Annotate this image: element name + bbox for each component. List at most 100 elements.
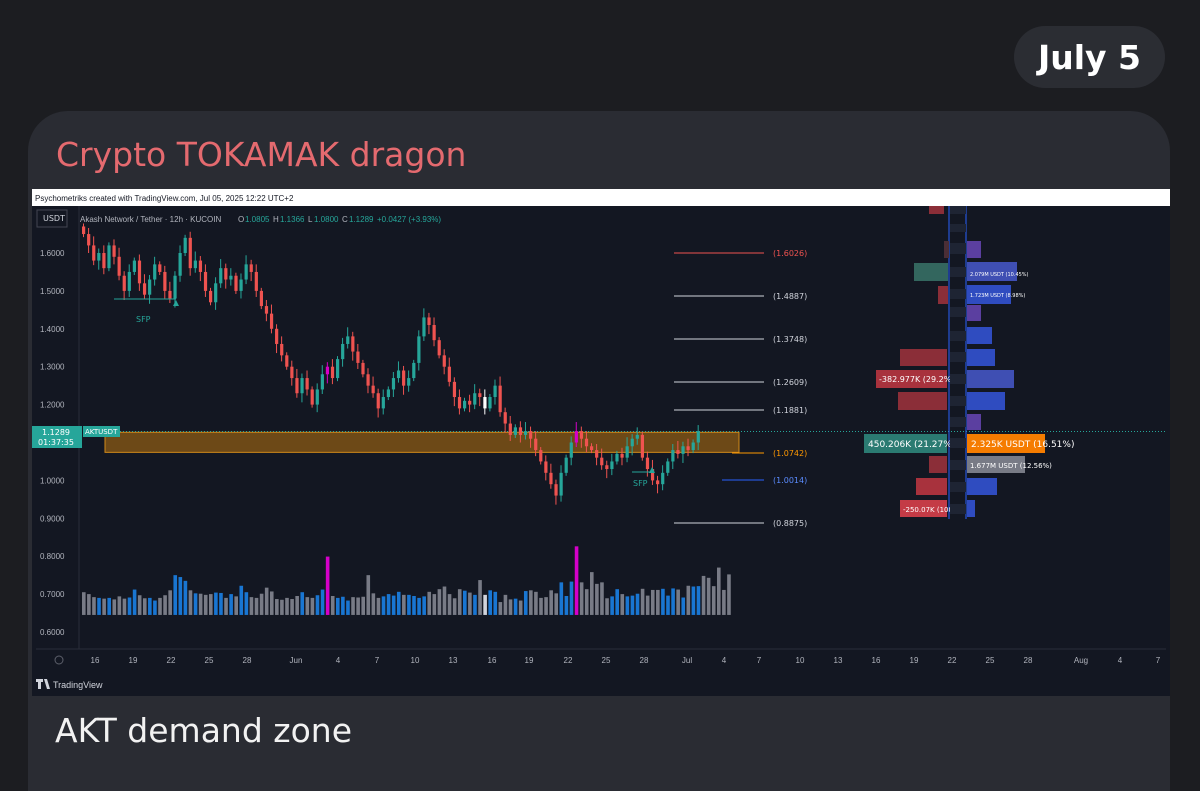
sfp-label: SFP <box>136 315 151 324</box>
volume-bar <box>569 581 574 615</box>
candle <box>234 275 238 291</box>
volume-bar <box>544 597 548 615</box>
candle <box>620 453 624 458</box>
candle <box>102 253 106 269</box>
orderbook-ask-label: 2.079M USDT (10.45%) <box>970 272 1029 278</box>
volume-bar <box>645 595 650 615</box>
volume-bar <box>706 577 711 615</box>
volume-bar <box>600 582 604 615</box>
candle <box>590 446 594 451</box>
candle <box>87 234 91 246</box>
candle <box>600 457 604 466</box>
candle <box>656 480 660 485</box>
volume-bar <box>523 591 528 615</box>
candle <box>239 279 243 291</box>
candle <box>219 268 223 284</box>
volume-bar <box>193 593 198 615</box>
volume-bar <box>671 588 675 615</box>
time-tick-label: 25 <box>205 656 214 665</box>
volume-bar <box>330 595 335 615</box>
volume-bar <box>442 586 447 615</box>
time-tick-label: Jul <box>682 656 692 665</box>
volume-bar <box>473 594 477 615</box>
ohlc-c-label: C <box>342 215 348 224</box>
candle <box>432 325 436 341</box>
volume-bar <box>102 598 106 615</box>
candle <box>640 434 644 458</box>
time-tick-label: 16 <box>488 656 497 665</box>
candle <box>650 469 655 481</box>
time-tick-label: 10 <box>796 656 805 665</box>
candle <box>696 431 700 443</box>
volume-bar <box>503 594 508 615</box>
triangle-up-icon <box>173 300 179 306</box>
volume-bar <box>554 593 559 615</box>
timezone-icon[interactable] <box>54 655 64 665</box>
candle <box>442 355 446 367</box>
chart-screenshot[interactable]: Psychometriks created with TradingView.c… <box>32 189 1170 696</box>
orderbook-ask-label: 1.677M USDT (12.56%) <box>970 462 1052 470</box>
candle <box>137 260 142 284</box>
price-tick-label: 0.8000 <box>40 552 65 561</box>
time-tick-label: 25 <box>986 656 995 665</box>
candle <box>330 366 335 379</box>
time-tick-label: 13 <box>834 656 843 665</box>
sfp-marker: SFP <box>114 298 179 324</box>
candle <box>275 328 279 344</box>
volume-bar <box>727 574 731 615</box>
volume-bar <box>346 600 350 615</box>
volume-bar <box>498 602 503 615</box>
candle <box>518 427 523 435</box>
candle <box>529 431 533 439</box>
volume-bar <box>483 594 487 615</box>
volume-bar <box>463 590 467 615</box>
volume-bar <box>656 589 660 615</box>
candle <box>229 275 233 280</box>
candle <box>381 397 385 409</box>
candle <box>661 472 665 485</box>
volume-bar <box>351 597 355 615</box>
candle <box>569 442 573 458</box>
candle <box>396 370 401 379</box>
candle <box>153 264 157 280</box>
volume-bar <box>310 597 315 615</box>
volume-bar <box>336 597 340 615</box>
time-tick-label: 22 <box>948 656 957 665</box>
candle <box>158 264 162 272</box>
volume-bar <box>148 597 152 615</box>
volume-bar <box>224 597 228 615</box>
candle <box>676 450 680 454</box>
volume-bar <box>137 595 142 615</box>
candle <box>300 378 304 394</box>
volume-bar <box>275 599 279 615</box>
volume-bar <box>518 600 523 615</box>
time-tick-label: 4 <box>336 656 341 665</box>
candle <box>341 343 345 360</box>
candle <box>539 450 543 462</box>
volume-bar <box>549 590 553 615</box>
time-tick-label: Jun <box>290 656 303 665</box>
volume-bar <box>437 589 442 615</box>
channel-name[interactable]: Crypto TOKAMAK dragon <box>56 135 467 174</box>
currency-label[interactable]: USDT <box>43 214 65 223</box>
volume-bar <box>717 567 721 615</box>
ohlc-l-label: L <box>308 215 313 224</box>
candlestick-chart: Psychometriks created with TradingView.c… <box>32 189 1170 696</box>
time-tick-label: 22 <box>564 656 573 665</box>
candle <box>315 389 319 405</box>
volume-bar <box>219 592 223 615</box>
candle <box>457 397 462 409</box>
candle <box>645 457 650 470</box>
volume-bar <box>264 587 269 615</box>
bar-countdown: 01:37:35 <box>38 438 74 447</box>
candle <box>209 290 213 303</box>
volume-bar <box>239 585 244 615</box>
volume-bar <box>173 575 178 615</box>
candle <box>422 317 426 337</box>
volume-bar <box>432 594 437 615</box>
candle <box>554 484 558 496</box>
volume-bar <box>422 596 426 615</box>
time-tick-label: 13 <box>449 656 458 665</box>
volume-bar <box>402 594 406 615</box>
candle <box>107 245 111 269</box>
